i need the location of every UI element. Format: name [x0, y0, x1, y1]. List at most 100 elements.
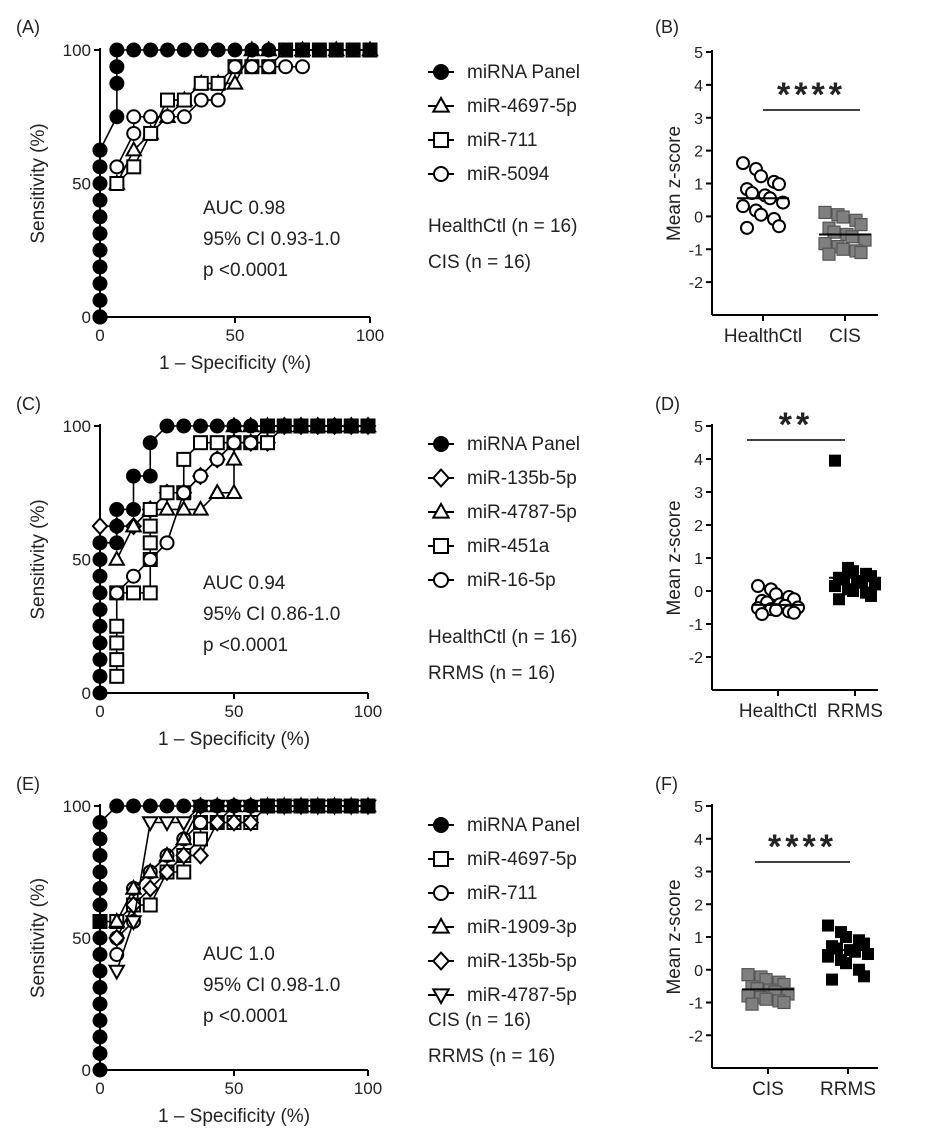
data-point: [210, 42, 226, 58]
data-point: [109, 59, 125, 75]
y-tick-label: 0: [694, 584, 703, 601]
category-label: CIS: [829, 326, 861, 347]
panel-label: (F): [655, 774, 678, 794]
annotation: AUC 1.0: [203, 944, 275, 965]
data-point: [226, 798, 242, 814]
data-point: [126, 42, 142, 58]
series-mir-135b-5p: [108, 813, 260, 948]
data-point: [92, 309, 108, 325]
data-point: [142, 798, 158, 814]
data-point: [92, 1046, 108, 1061]
data-point: [772, 219, 786, 234]
annotation: p <0.0001: [203, 260, 288, 281]
data-point: [769, 603, 783, 618]
y-tick-label: 4: [694, 78, 703, 95]
data-point: [142, 435, 158, 451]
y-tick-label: 50: [72, 175, 91, 194]
data-point: [276, 418, 292, 434]
data-point: [160, 92, 175, 108]
data-point: [754, 207, 768, 222]
legend-item: miRNA Panel: [428, 434, 580, 455]
legend-item: miR-16-5p: [428, 570, 556, 591]
legend-marker: [433, 64, 449, 80]
annotation: 95% CI 0.86-1.0: [203, 604, 340, 625]
data-point: [92, 602, 108, 618]
data-point: [142, 552, 158, 567]
data-point: [126, 798, 141, 814]
x-tick-label: 50: [225, 702, 244, 721]
data-point: [92, 585, 108, 601]
roc-panel-e: (E) 00 50 50 100 100 1 – Specificity (%) Sensit…: [16, 774, 580, 1127]
legend-label: miR-135b-5p: [467, 951, 577, 972]
y-tick-label: 2: [694, 897, 703, 914]
x-tick-label: 0: [95, 1079, 104, 1098]
data-point: [829, 580, 841, 593]
data-point: [736, 199, 750, 214]
data-point: [209, 451, 225, 467]
data-point: [158, 845, 176, 862]
x-axis-label: 1 – Specificity (%): [159, 353, 311, 374]
data-point: [836, 210, 850, 224]
data-point: [311, 42, 327, 58]
data-point: [92, 568, 108, 584]
data-point: [849, 945, 861, 958]
data-point: [310, 418, 326, 434]
data-point: [92, 930, 108, 946]
annotation: AUC 0.94: [203, 573, 286, 594]
annotation: p <0.0001: [203, 635, 288, 656]
group-healthctl: [736, 156, 790, 235]
legend-label: miR-711: [467, 130, 537, 151]
group-cis: [741, 968, 795, 1011]
significance-marker: **: [779, 406, 813, 444]
data-point: [829, 454, 841, 467]
y-tick-label: 0: [82, 1061, 91, 1080]
data-point: [243, 798, 259, 814]
group-rrms: [829, 454, 881, 606]
legend-label: miR-16-5p: [467, 570, 556, 591]
legend-label: miR-4697-5p: [467, 96, 577, 117]
y-tick-label: -2: [689, 650, 703, 667]
x-tick-label: 100: [354, 1079, 382, 1098]
data-point: [209, 435, 225, 451]
data-point: [126, 125, 142, 141]
roc-panel-a: (A) 00 50 50 100 100 1 – Specificity (%) Sensit…: [16, 17, 580, 374]
data-point: [260, 798, 275, 814]
data-point: [109, 159, 125, 175]
data-point: [826, 973, 838, 986]
data-point: [159, 535, 175, 551]
legend-label: miR-4787-5p: [467, 502, 577, 523]
dot-panel-d: (D) 5 4 3 2 1 0 -1 -2 Mean z-score HealthCtl RRMS **: [655, 394, 883, 722]
data-point: [160, 109, 175, 125]
y-tick-label: 100: [63, 797, 91, 816]
y-tick-label: 5: [694, 799, 703, 816]
data-point: [176, 109, 192, 125]
x-axis-label: 1 – Specificity (%): [158, 1106, 310, 1127]
data-point: [175, 846, 193, 865]
significance-marker: ****: [777, 76, 846, 114]
y-axis-label: Sensitivity (%): [28, 878, 49, 998]
data-point: [176, 798, 192, 814]
legend-marker: [433, 851, 449, 867]
data-point: [787, 605, 801, 620]
data-point: [107, 911, 126, 928]
legend-item: miR-451a: [428, 536, 550, 557]
data-point: [142, 897, 158, 913]
legend-label: miRNA Panel: [467, 434, 580, 455]
data-point: [193, 435, 208, 451]
data-point: [92, 848, 108, 863]
y-tick-label: 5: [694, 45, 703, 62]
data-point: [310, 798, 326, 814]
legend-marker: [433, 817, 449, 833]
data-point: [142, 585, 158, 601]
data-point: [158, 816, 176, 833]
data-point: [159, 798, 175, 814]
y-tick-label: 0: [694, 209, 703, 226]
data-point: [193, 815, 208, 830]
data-point: [92, 947, 108, 962]
y-tick-label: 4: [694, 452, 703, 469]
series-line: [115, 805, 368, 955]
data-point: [126, 159, 142, 175]
data-point: [91, 516, 109, 536]
data-point: [244, 42, 260, 58]
